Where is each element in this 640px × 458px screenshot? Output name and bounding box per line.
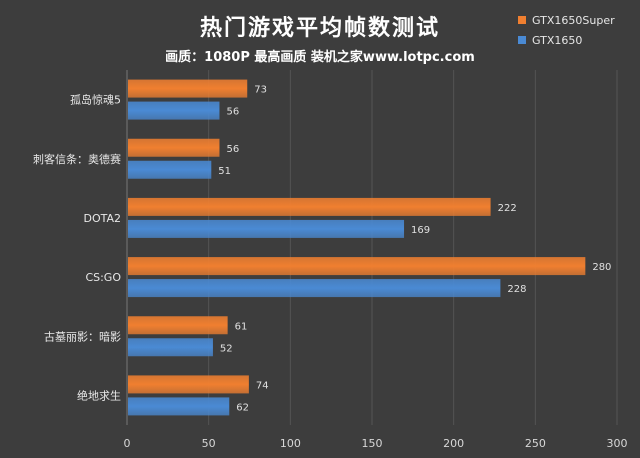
- x-tick-label-2: 100: [280, 437, 301, 450]
- chart-subtitle: 画质：1080P 最高画质 装机之家www.lotpc.com: [165, 50, 475, 65]
- y-tick-label-2: DOTA2: [83, 212, 121, 225]
- bar-gtx1650super-4: [128, 316, 228, 335]
- bar-gtx1650super-5: [128, 375, 249, 394]
- bar-gtx1650-4: [128, 338, 213, 357]
- data-label-gtx1650-2: 169: [411, 225, 430, 236]
- y-tick-label-5: 绝地求生: [77, 388, 121, 402]
- bar-gtx1650super-1: [128, 138, 220, 157]
- bar-gtx1650-0: [128, 101, 220, 120]
- x-tick-label-6: 300: [607, 437, 628, 450]
- data-label-gtx1650super-2: 222: [498, 203, 517, 214]
- x-tick-label-3: 150: [362, 437, 383, 450]
- legend-label-series-1: GTX1650Super: [532, 13, 615, 27]
- bar-gtx1650-5: [128, 397, 230, 416]
- data-label-gtx1650super-3: 280: [592, 262, 611, 273]
- y-tick-label-0: 孤岛惊魂5: [70, 93, 121, 107]
- data-label-gtx1650-5: 62: [236, 402, 249, 413]
- data-label-gtx1650super-4: 61: [235, 321, 248, 332]
- x-tick-label-0: 0: [124, 437, 131, 450]
- bar-gtx1650-2: [128, 219, 405, 238]
- legend-item-series-2: GTX1650: [518, 30, 615, 50]
- chart-title: 热门游戏平均帧数测试: [199, 16, 440, 41]
- y-tick-label-1: 刺客信条：奥德赛: [33, 152, 121, 166]
- legend-label-series-2: GTX1650: [532, 33, 583, 47]
- data-label-gtx1650-3: 228: [507, 284, 526, 295]
- legend-item-series-1: GTX1650Super: [518, 10, 615, 30]
- legend-swatch-series-1: [518, 16, 526, 24]
- x-tick-label-1: 50: [202, 437, 216, 450]
- legend-swatch-series-2: [518, 36, 526, 44]
- bar-gtx1650super-0: [128, 79, 248, 98]
- data-label-gtx1650super-1: 56: [226, 144, 239, 155]
- bar-gtx1650super-2: [128, 197, 491, 216]
- bar-gtx1650-3: [128, 279, 501, 298]
- x-tick-label-4: 200: [443, 437, 464, 450]
- legend: GTX1650Super GTX1650: [518, 10, 615, 50]
- bar-gtx1650super-3: [128, 257, 586, 276]
- data-label-gtx1650-4: 52: [220, 343, 233, 354]
- x-tick-label-5: 250: [525, 437, 546, 450]
- data-label-gtx1650-0: 56: [226, 107, 239, 118]
- y-tick-label-4: 古墓丽影：暗影: [44, 329, 121, 343]
- data-label-gtx1650super-5: 74: [256, 380, 269, 391]
- y-tick-label-3: CS:GO: [85, 271, 121, 284]
- data-label-gtx1650super-0: 73: [254, 85, 267, 96]
- bar-gtx1650-1: [128, 160, 212, 179]
- data-label-gtx1650-1: 51: [218, 166, 231, 177]
